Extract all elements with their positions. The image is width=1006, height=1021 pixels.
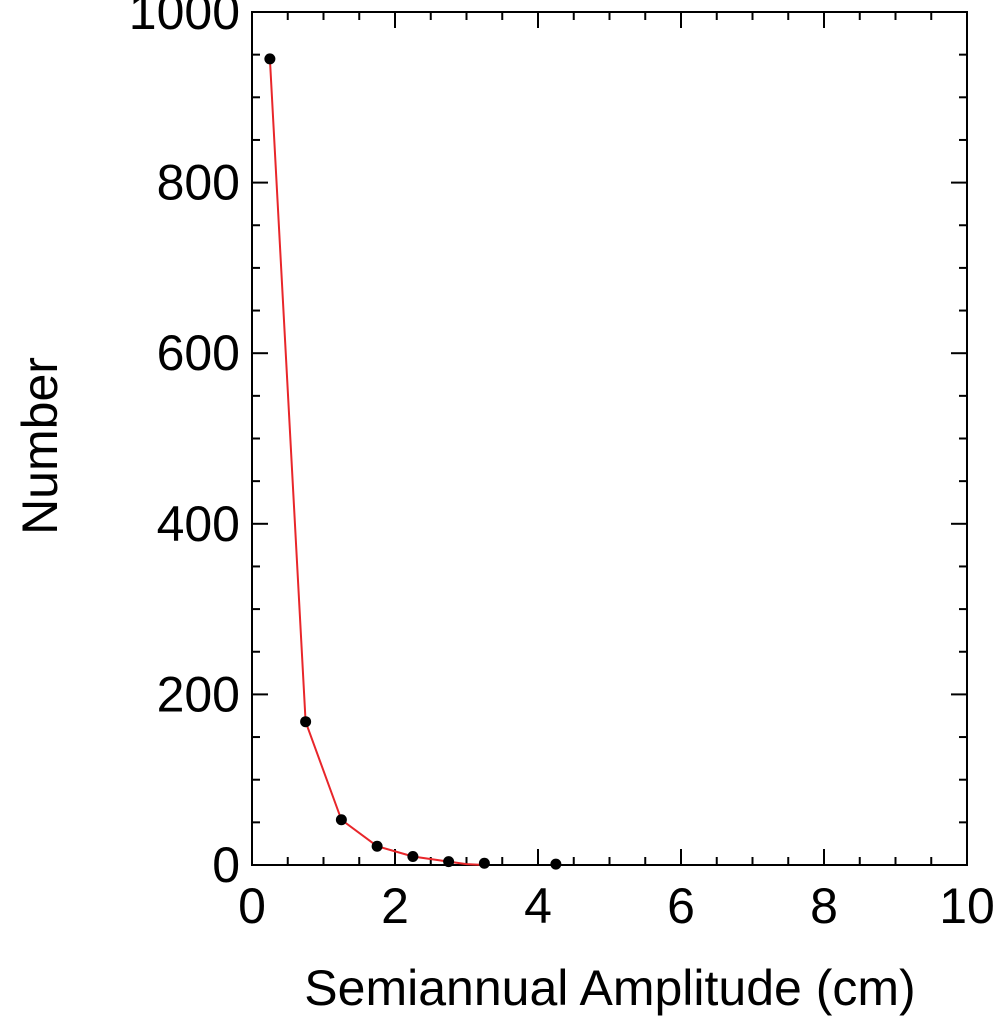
data-point: [300, 716, 312, 728]
y-tick-label: 0: [212, 837, 240, 893]
data-point: [407, 850, 419, 862]
x-tick-label: 6: [667, 878, 695, 934]
y-tick-label: 600: [157, 325, 240, 381]
x-tick-label: 4: [524, 878, 552, 934]
series-group: [264, 53, 562, 870]
y-tick-label: 800: [157, 155, 240, 211]
y-axis-label: Number: [12, 357, 68, 535]
data-point: [371, 840, 383, 852]
x-tick-label: 8: [810, 878, 838, 934]
plot-area: [251, 11, 968, 866]
data-point: [264, 53, 276, 65]
y-axis: 0 200 400 600 800 1000: [129, 0, 967, 893]
x-axis-label: Semiannual Amplitude (cm): [304, 960, 915, 1016]
data-point: [478, 857, 490, 869]
x-axis: 0 2 4 6 8 10: [238, 12, 995, 934]
data-point: [443, 856, 455, 868]
fit-curve-line: [268, 58, 485, 866]
x-tick-label: 10: [939, 878, 995, 934]
plot-frame: [251, 11, 968, 866]
data-point: [335, 814, 347, 826]
y-tick-label: 1000: [129, 0, 240, 40]
y-tick-label: 400: [157, 496, 240, 552]
y-tick-label: 200: [157, 666, 240, 722]
x-tick-label: 0: [238, 878, 266, 934]
data-point: [550, 858, 562, 870]
x-tick-label: 2: [381, 878, 409, 934]
